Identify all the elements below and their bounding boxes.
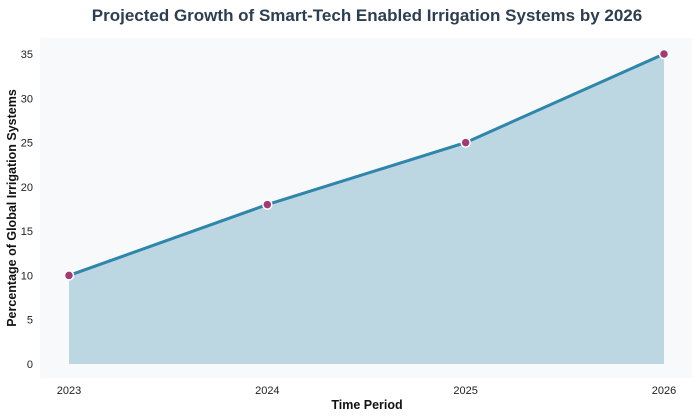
- x-tick-label: 2026: [652, 385, 676, 397]
- y-tick-label: 10: [21, 270, 33, 282]
- x-tick-label: 2023: [57, 385, 81, 397]
- y-tick-label: 5: [27, 315, 33, 327]
- data-point: [460, 137, 471, 148]
- y-tick-label: 15: [21, 226, 33, 238]
- y-tick-label: 20: [21, 182, 33, 194]
- y-tick-label: 30: [21, 93, 33, 105]
- x-tick-label: 2024: [255, 385, 279, 397]
- chart-title: Projected Growth of Smart-Tech Enabled I…: [92, 6, 642, 25]
- y-axis-label: Percentage of Global Irrigation Systems: [5, 89, 19, 327]
- data-point: [63, 270, 75, 281]
- y-tick-label: 0: [27, 359, 33, 371]
- series-line: [68, 52, 665, 277]
- area-fill: [69, 54, 664, 364]
- y-tick-label: 25: [21, 138, 33, 150]
- x-tick-label: 2025: [453, 385, 477, 397]
- data-point: [658, 48, 670, 60]
- y-tick-label: 35: [21, 49, 33, 61]
- data-point: [262, 199, 273, 210]
- x-axis-label: Time Period: [331, 398, 402, 412]
